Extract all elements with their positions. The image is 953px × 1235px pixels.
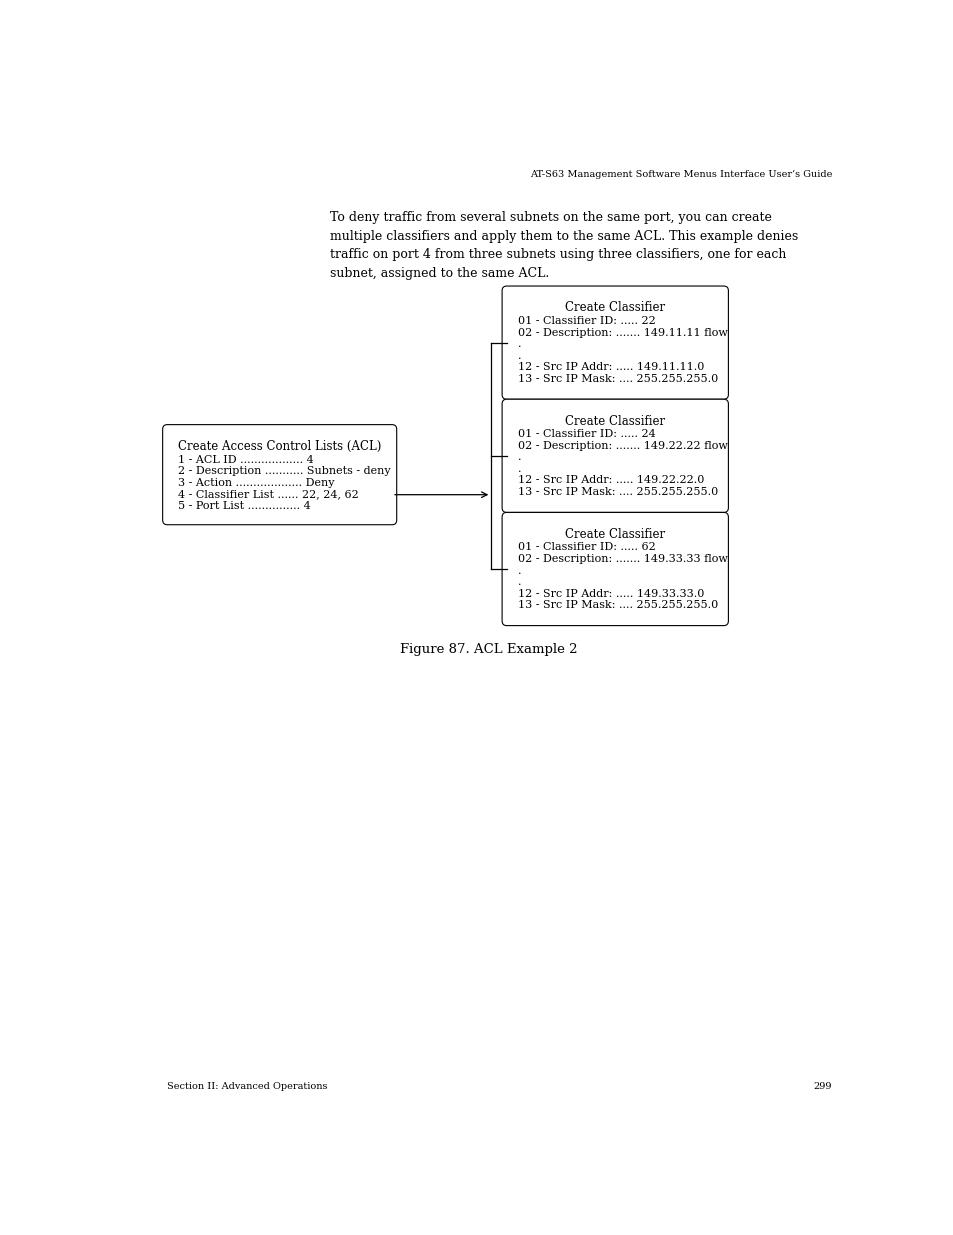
- Text: 12 - Src IP Addr: ..... 149.22.22.0: 12 - Src IP Addr: ..... 149.22.22.0: [517, 475, 703, 485]
- Text: 01 - Classifier ID: ..... 24: 01 - Classifier ID: ..... 24: [517, 430, 655, 440]
- FancyBboxPatch shape: [501, 399, 728, 513]
- FancyBboxPatch shape: [501, 287, 728, 399]
- Text: Create Classifier: Create Classifier: [564, 415, 664, 427]
- Text: 2 - Description ........... Subnets - deny: 2 - Description ........... Subnets - de…: [178, 466, 391, 477]
- Text: 13 - Src IP Mask: .... 255.255.255.0: 13 - Src IP Mask: .... 255.255.255.0: [517, 487, 717, 496]
- Text: Create Access Control Lists (ACL): Create Access Control Lists (ACL): [178, 440, 381, 453]
- Text: 01 - Classifier ID: ..... 22: 01 - Classifier ID: ..... 22: [517, 316, 655, 326]
- Text: 4 - Classifier List ...... 22, 24, 62: 4 - Classifier List ...... 22, 24, 62: [178, 489, 358, 499]
- Text: .: .: [517, 351, 520, 361]
- Text: .: .: [517, 577, 520, 587]
- Text: 299: 299: [813, 1082, 831, 1092]
- Text: Create Classifier: Create Classifier: [564, 527, 664, 541]
- Text: To deny traffic from several subnets on the same port, you can create
multiple c: To deny traffic from several subnets on …: [330, 211, 798, 280]
- Text: 12 - Src IP Addr: ..... 149.33.33.0: 12 - Src IP Addr: ..... 149.33.33.0: [517, 589, 703, 599]
- Text: 3 - Action ................... Deny: 3 - Action ................... Deny: [178, 478, 335, 488]
- Text: 13 - Src IP Mask: .... 255.255.255.0: 13 - Src IP Mask: .... 255.255.255.0: [517, 374, 717, 384]
- Text: .: .: [517, 452, 520, 462]
- Text: 02 - Description: ....... 149.22.22 flow: 02 - Description: ....... 149.22.22 flow: [517, 441, 727, 451]
- Text: 02 - Description: ....... 149.33.33 flow: 02 - Description: ....... 149.33.33 flow: [517, 555, 727, 564]
- Text: Create Classifier: Create Classifier: [564, 301, 664, 315]
- FancyBboxPatch shape: [162, 425, 396, 525]
- Text: .: .: [517, 464, 520, 474]
- Text: Figure 87. ACL Example 2: Figure 87. ACL Example 2: [399, 642, 578, 656]
- Text: 5 - Port List ............... 4: 5 - Port List ............... 4: [178, 501, 311, 511]
- Text: 1 - ACL ID .................. 4: 1 - ACL ID .................. 4: [178, 454, 314, 464]
- Text: 13 - Src IP Mask: .... 255.255.255.0: 13 - Src IP Mask: .... 255.255.255.0: [517, 600, 717, 610]
- Text: Section II: Advanced Operations: Section II: Advanced Operations: [167, 1082, 328, 1092]
- Text: .: .: [517, 340, 520, 350]
- Text: .: .: [517, 566, 520, 576]
- FancyBboxPatch shape: [501, 513, 728, 626]
- Text: 02 - Description: ....... 149.11.11 flow: 02 - Description: ....... 149.11.11 flow: [517, 327, 727, 337]
- Text: 01 - Classifier ID: ..... 62: 01 - Classifier ID: ..... 62: [517, 542, 655, 552]
- Text: AT-S63 Management Software Menus Interface User’s Guide: AT-S63 Management Software Menus Interfa…: [529, 169, 831, 179]
- Text: 12 - Src IP Addr: ..... 149.11.11.0: 12 - Src IP Addr: ..... 149.11.11.0: [517, 362, 703, 372]
